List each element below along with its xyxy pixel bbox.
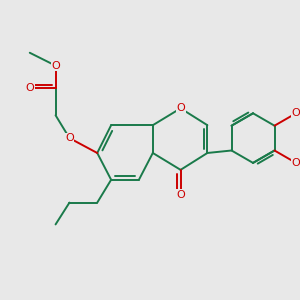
Text: O: O: [292, 108, 300, 118]
Text: O: O: [65, 133, 74, 143]
Text: O: O: [176, 103, 185, 113]
Text: O: O: [176, 190, 185, 200]
Text: O: O: [26, 83, 34, 94]
Text: O: O: [292, 158, 300, 168]
Text: O: O: [51, 61, 60, 71]
